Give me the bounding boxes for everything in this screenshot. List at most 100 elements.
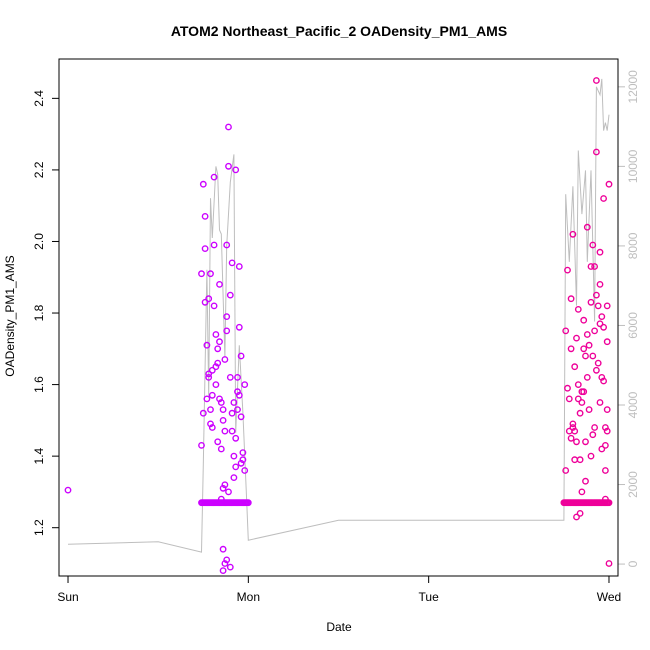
data-point: [589, 241, 597, 249]
data-point: [582, 477, 589, 485]
data-point: [216, 280, 223, 288]
data-point: [600, 377, 607, 385]
data-point: [583, 223, 591, 231]
data-point: [205, 295, 213, 303]
data-point: [600, 195, 607, 202]
data-point: [573, 334, 580, 342]
data-point: [239, 456, 247, 464]
data-point: [573, 513, 580, 521]
data-point: [208, 391, 216, 399]
y-axis-label: OADensity_PM1_AMS: [3, 255, 17, 376]
data-point: [201, 212, 209, 220]
data-point: [591, 327, 598, 335]
data-point: [230, 399, 238, 406]
right-y-tick-label: 2000: [626, 471, 640, 498]
data-point: [228, 427, 236, 435]
data-point: [201, 245, 209, 253]
data-point: [602, 424, 609, 431]
data-point: [199, 409, 207, 417]
data-point: [225, 488, 232, 496]
data-point: [216, 338, 223, 346]
data-point: [226, 563, 234, 571]
data-point: [605, 180, 613, 188]
data-point: [205, 373, 213, 381]
data-point: [219, 406, 227, 413]
data-point: [598, 373, 606, 381]
data-point: [214, 345, 222, 353]
data-point: [589, 431, 597, 439]
right-y-tick-label: 8000: [626, 232, 640, 259]
y-tick-label: 1.4: [32, 447, 46, 464]
data-point: [217, 445, 225, 453]
data-point: [219, 545, 227, 553]
data-point: [589, 352, 597, 360]
secondary-line: [67, 78, 610, 553]
data-point: [605, 560, 613, 567]
right-y-tick-label: 4000: [626, 391, 640, 418]
data-point: [593, 291, 600, 299]
right-y-tick-label: 10000: [626, 149, 640, 183]
data-point: [564, 266, 571, 274]
data-point: [230, 474, 238, 481]
data-point: [234, 373, 241, 381]
data-point: [201, 298, 209, 306]
data-point: [219, 484, 227, 492]
data-point: [223, 313, 231, 320]
data-point: [562, 467, 570, 474]
data-point: [593, 148, 600, 156]
data-point: [603, 427, 611, 435]
data-point: [603, 338, 611, 346]
data-point: [221, 356, 229, 363]
right-y-tick-label: 12000: [626, 70, 640, 104]
data-point: [578, 399, 586, 406]
data-point: [571, 456, 579, 464]
x-tick-label: Sun: [57, 590, 78, 604]
data-point: [571, 363, 579, 371]
data-point: [226, 291, 234, 299]
data-point: [221, 427, 229, 435]
x-tick-label: Tue: [419, 590, 440, 604]
data-point: [564, 384, 571, 392]
points-layer: [64, 77, 613, 574]
data-point: [208, 366, 216, 374]
secondary-line-series: [67, 78, 610, 553]
data-point: [210, 241, 218, 249]
data-point: [585, 406, 593, 413]
data-point: [587, 452, 595, 460]
data-point: [207, 420, 214, 428]
data-point: [583, 373, 591, 381]
data-point: [235, 323, 243, 331]
data-point: [591, 424, 598, 431]
data-point: [228, 409, 236, 417]
data-point: [562, 327, 570, 335]
data-point: [217, 399, 225, 406]
data-point: [237, 459, 245, 467]
data-point: [603, 302, 611, 310]
data-point: [580, 345, 588, 353]
data-point: [230, 452, 238, 460]
right-y-tick-label: 6000: [626, 312, 640, 339]
data-point: [573, 438, 580, 446]
right-y-axis: 0 2000 4000 6000 8000 10000 12000: [617, 70, 640, 567]
data-point: [223, 241, 231, 249]
data-point: [596, 320, 604, 328]
data-point: [598, 445, 606, 453]
data-point: [212, 363, 220, 371]
data-point: [244, 499, 252, 507]
data-point: [212, 381, 220, 388]
data-point: [237, 413, 245, 421]
data-point: [207, 270, 214, 278]
data-point: [198, 441, 205, 449]
plot-frame: [58, 58, 619, 577]
data-point: [591, 263, 598, 270]
data-point: [580, 316, 588, 324]
data-point: [593, 366, 600, 374]
data-point: [602, 467, 609, 474]
data-point: [241, 381, 249, 388]
data-point: [582, 438, 589, 446]
data-point: [212, 331, 220, 338]
data-point: [219, 567, 227, 574]
data-point: [574, 381, 582, 388]
data-point: [596, 280, 604, 288]
data-point: [587, 298, 595, 306]
